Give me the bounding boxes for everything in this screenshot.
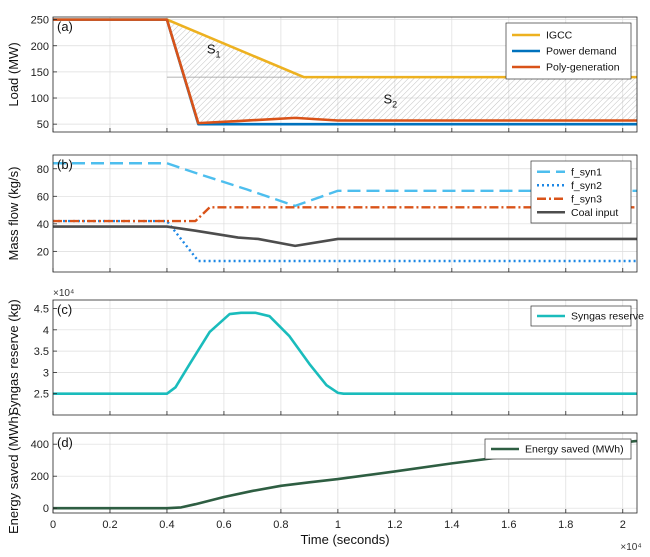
- series-line-poly-generation: [53, 18, 637, 125]
- y-tick-label: 2.5: [34, 389, 49, 401]
- x-tick-label: 2: [620, 519, 626, 531]
- x-tick-label: 1.2: [387, 519, 402, 531]
- x-tick-label: 1.6: [501, 519, 516, 531]
- y-tick-label: 4: [43, 325, 49, 337]
- y-tick-label: 20: [37, 246, 49, 258]
- series-line-f-syn3: [53, 206, 637, 223]
- series-line-syngas-reserve: [53, 311, 637, 396]
- legend: Energy saved (MWh): [484, 438, 632, 460]
- area-annotation: S2: [383, 91, 397, 109]
- legend-box: [484, 438, 632, 460]
- y-tick-label: 80: [37, 164, 49, 176]
- y-exponent-label: ×10⁴: [53, 288, 74, 299]
- panel-label: (c): [57, 302, 72, 317]
- y-tick-label: 0: [43, 503, 49, 515]
- legend: Syngas reserve: [530, 305, 644, 327]
- y-axis-label: Energy saved (MWh): [6, 412, 21, 534]
- y-tick-label: 50: [37, 119, 49, 131]
- panel-label: (b): [57, 157, 73, 172]
- axes-box: [52, 154, 638, 273]
- series-line-f-syn1: [53, 162, 637, 208]
- x-tick-label: 0.8: [273, 519, 288, 531]
- panel-1: 50 100 150 200 250 (a) Load (MW) S1 S2 IGCC Power …: [6, 15, 638, 133]
- y-tick-label: 3.5: [34, 346, 49, 358]
- axes-box: [52, 299, 638, 416]
- x-tick-label: 0.2: [102, 519, 117, 531]
- panel-label: (a): [57, 19, 73, 34]
- legend-label: Energy saved (MWh): [525, 444, 624, 456]
- legend-label: Power demand: [546, 46, 617, 58]
- x-axis-label: Time (seconds): [300, 532, 389, 547]
- y-tick-label: 60: [37, 191, 49, 203]
- legend: IGCC Power demand Poly-generation: [505, 22, 632, 80]
- y-tick-label: 400: [31, 439, 49, 451]
- y-tick-label: 200: [31, 471, 49, 483]
- x-tick-label: 0.4: [159, 519, 174, 531]
- panel-4: 0 200 400 (d) Energy saved (MWh) Energy saved…: [6, 412, 642, 553]
- legend-label: f_syn1: [571, 166, 602, 178]
- y-tick-label: 200: [31, 41, 49, 53]
- x-tick-label: 0: [50, 519, 56, 531]
- legend-label: f_syn2: [571, 180, 602, 192]
- area-annotation: S1: [207, 42, 221, 60]
- y-tick-label: 3: [43, 367, 49, 379]
- saved-energy-hatch: [166, 19, 637, 124]
- x-tick-label: 1: [335, 519, 341, 531]
- y-axis-label: Syngas reserve (kg): [6, 299, 21, 415]
- legend-label: Coal input: [571, 207, 618, 219]
- panel-label: (d): [57, 435, 73, 450]
- legend-box: [530, 305, 632, 327]
- y-tick-label: 100: [31, 93, 49, 105]
- x-tick-label: 1.4: [444, 519, 459, 531]
- y-axis-label: Load (MW): [6, 42, 21, 106]
- panel-2: 20 40 60 80 (b) Mass flow (kg/s) f_syn1 f_syn2f…: [6, 154, 638, 273]
- x-tick-label: 1.8: [558, 519, 573, 531]
- y-tick-label: 40: [37, 219, 49, 231]
- panel-3: 2.5 3 3.5 4 4.5 (c) Syngas reserve (kg) ×10⁴ Syn…: [6, 288, 644, 416]
- legend-label: Syngas reserve: [571, 311, 644, 323]
- y-tick-label: 250: [31, 15, 49, 27]
- y-tick-label: 150: [31, 67, 49, 79]
- series-line-coal-input: [53, 225, 637, 248]
- x-exponent-label: ×10⁴: [620, 542, 641, 553]
- y-tick-label: 4.5: [34, 304, 49, 316]
- axes-box: [52, 432, 638, 514]
- x-tick-label: 0.6: [216, 519, 231, 531]
- y-axis-label: Mass flow (kg/s): [6, 167, 21, 261]
- legend-label: IGCC: [546, 30, 573, 42]
- axes-box: [52, 16, 638, 133]
- legend-label: Poly-generation: [546, 62, 620, 74]
- legend-label: f_syn3: [571, 193, 602, 205]
